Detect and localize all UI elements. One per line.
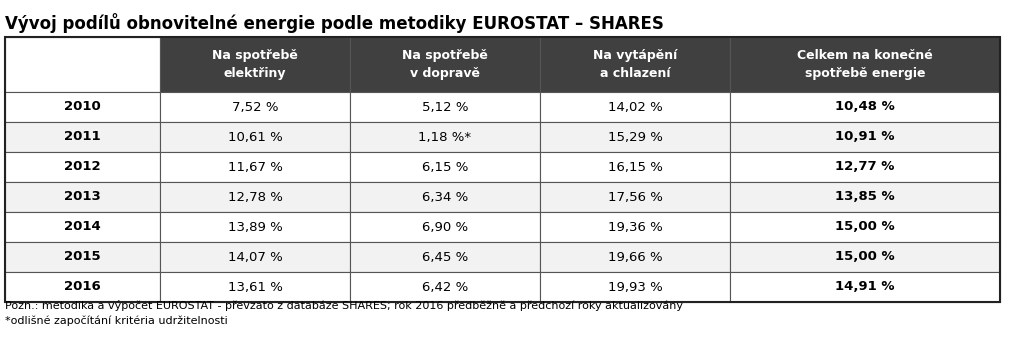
Bar bbox=[160, 212, 350, 242]
Text: 6,45 %: 6,45 % bbox=[422, 251, 468, 263]
Text: 1,18 %*: 1,18 %* bbox=[419, 131, 472, 143]
Bar bbox=[5, 272, 160, 302]
Text: Vývoj podílů obnovitelné energie podle metodiky EUROSTAT – SHARES: Vývoj podílů obnovitelné energie podle m… bbox=[5, 13, 664, 33]
Bar bbox=[160, 272, 350, 302]
Text: Na vytápění
a chlazení: Na vytápění a chlazení bbox=[593, 49, 677, 80]
Bar bbox=[5, 212, 160, 242]
Bar bbox=[540, 37, 730, 92]
Bar bbox=[5, 242, 160, 272]
Bar bbox=[350, 212, 540, 242]
Text: 10,61 %: 10,61 % bbox=[227, 131, 283, 143]
Text: 15,00 %: 15,00 % bbox=[836, 251, 895, 263]
Text: 6,42 %: 6,42 % bbox=[422, 280, 468, 294]
Text: 5,12 %: 5,12 % bbox=[422, 100, 468, 114]
Bar bbox=[350, 242, 540, 272]
Text: 14,07 %: 14,07 % bbox=[227, 251, 283, 263]
Text: Celkem na konečné
spotřebě energie: Celkem na konečné spotřebě energie bbox=[797, 49, 933, 80]
Bar bbox=[730, 152, 1000, 182]
Text: *odlišné započítání kritéria udržitelnosti: *odlišné započítání kritéria udržitelnos… bbox=[5, 316, 227, 326]
Text: 10,91 %: 10,91 % bbox=[836, 131, 895, 143]
Text: 2015: 2015 bbox=[65, 251, 100, 263]
Text: 2016: 2016 bbox=[65, 280, 101, 294]
Text: 15,29 %: 15,29 % bbox=[607, 131, 663, 143]
Text: 7,52 %: 7,52 % bbox=[231, 100, 279, 114]
Text: Pozn.: metodika a výpočet EUROSTAT - převzato z databáze SHARES; rok 2016 předbě: Pozn.: metodika a výpočet EUROSTAT - pře… bbox=[5, 300, 683, 311]
Bar bbox=[540, 92, 730, 122]
Bar bbox=[5, 122, 160, 152]
Text: Na spotřebě
v dopravě: Na spotřebě v dopravě bbox=[402, 49, 488, 80]
Bar bbox=[160, 37, 350, 92]
Bar bbox=[540, 152, 730, 182]
Text: 19,66 %: 19,66 % bbox=[607, 251, 663, 263]
Text: 14,02 %: 14,02 % bbox=[607, 100, 663, 114]
Bar bbox=[5, 37, 1000, 302]
Bar bbox=[5, 182, 160, 212]
Bar bbox=[160, 242, 350, 272]
Bar bbox=[5, 92, 160, 122]
Bar bbox=[730, 122, 1000, 152]
Text: 11,67 %: 11,67 % bbox=[227, 160, 283, 174]
Bar bbox=[540, 212, 730, 242]
Text: 13,85 %: 13,85 % bbox=[836, 191, 895, 203]
Bar bbox=[540, 242, 730, 272]
Bar bbox=[160, 182, 350, 212]
Text: 13,89 %: 13,89 % bbox=[227, 220, 283, 234]
Bar bbox=[730, 182, 1000, 212]
Text: 13,61 %: 13,61 % bbox=[227, 280, 283, 294]
Text: 2010: 2010 bbox=[65, 100, 101, 114]
Bar bbox=[730, 92, 1000, 122]
Text: 10,48 %: 10,48 % bbox=[836, 100, 895, 114]
Text: 12,77 %: 12,77 % bbox=[836, 160, 895, 174]
Text: 17,56 %: 17,56 % bbox=[607, 191, 663, 203]
Text: 6,90 %: 6,90 % bbox=[422, 220, 468, 234]
Text: 2012: 2012 bbox=[65, 160, 100, 174]
Bar bbox=[160, 122, 350, 152]
Text: 2014: 2014 bbox=[65, 220, 101, 234]
Bar bbox=[5, 152, 160, 182]
Bar bbox=[160, 92, 350, 122]
Bar bbox=[350, 92, 540, 122]
Text: Na spotřebě
elektřiny: Na spotřebě elektřiny bbox=[212, 49, 298, 80]
Bar bbox=[730, 272, 1000, 302]
Text: 15,00 %: 15,00 % bbox=[836, 220, 895, 234]
Bar bbox=[730, 37, 1000, 92]
Bar bbox=[730, 242, 1000, 272]
Bar bbox=[5, 37, 160, 92]
Bar bbox=[540, 182, 730, 212]
Text: 19,93 %: 19,93 % bbox=[607, 280, 663, 294]
Text: 19,36 %: 19,36 % bbox=[607, 220, 663, 234]
Text: 16,15 %: 16,15 % bbox=[607, 160, 663, 174]
Bar bbox=[350, 182, 540, 212]
Bar bbox=[350, 122, 540, 152]
Bar bbox=[350, 37, 540, 92]
Bar bbox=[350, 152, 540, 182]
Text: 14,91 %: 14,91 % bbox=[836, 280, 895, 294]
Bar bbox=[350, 272, 540, 302]
Text: 2011: 2011 bbox=[65, 131, 100, 143]
Text: 12,78 %: 12,78 % bbox=[227, 191, 283, 203]
Bar bbox=[540, 122, 730, 152]
Text: 2013: 2013 bbox=[65, 191, 101, 203]
Bar bbox=[730, 212, 1000, 242]
Bar bbox=[540, 272, 730, 302]
Bar bbox=[160, 152, 350, 182]
Text: 6,34 %: 6,34 % bbox=[422, 191, 468, 203]
Text: 6,15 %: 6,15 % bbox=[422, 160, 468, 174]
